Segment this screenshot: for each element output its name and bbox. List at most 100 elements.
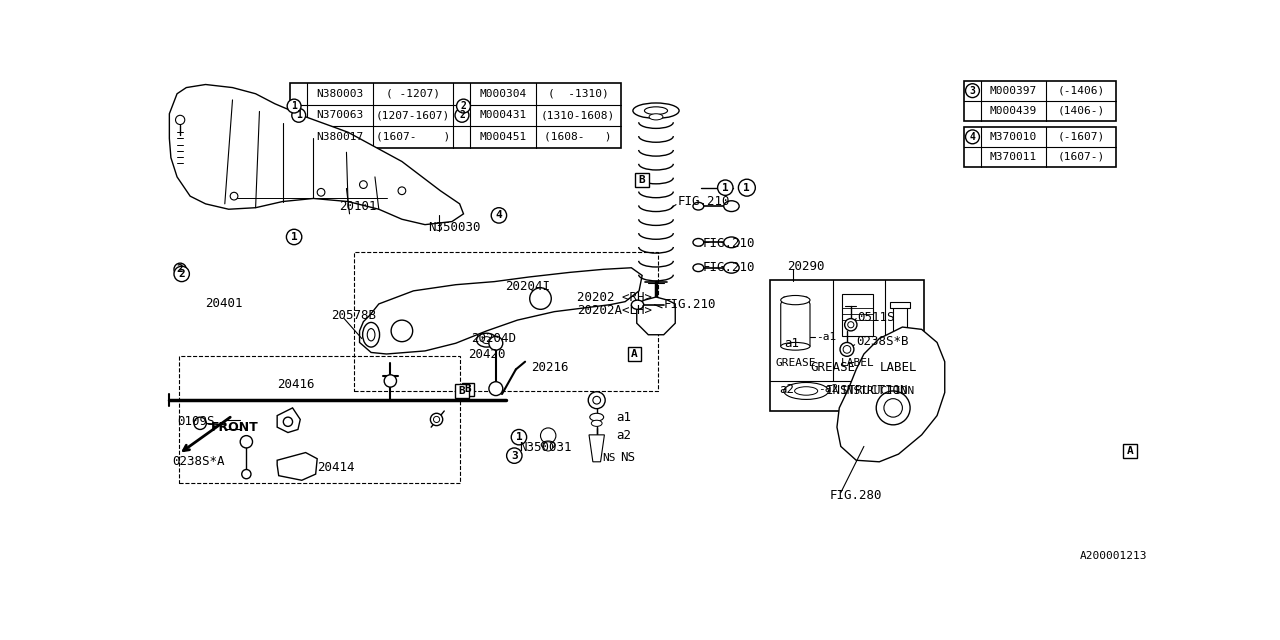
- Ellipse shape: [632, 103, 680, 118]
- Bar: [635, 173, 649, 187]
- Text: 1: 1: [291, 232, 297, 242]
- Ellipse shape: [541, 441, 556, 449]
- Text: B: B: [458, 386, 466, 396]
- Text: 2: 2: [461, 101, 466, 111]
- Circle shape: [287, 99, 301, 113]
- Text: 20101: 20101: [339, 200, 376, 212]
- Text: FIG.210: FIG.210: [703, 237, 755, 250]
- Text: 1: 1: [516, 432, 522, 442]
- Text: 0238S*B: 0238S*B: [856, 335, 909, 348]
- Circle shape: [507, 448, 522, 463]
- Circle shape: [360, 180, 367, 188]
- Polygon shape: [360, 268, 643, 354]
- Text: 20216: 20216: [531, 362, 568, 374]
- Circle shape: [847, 322, 854, 328]
- Circle shape: [589, 392, 605, 409]
- Text: M370010: M370010: [989, 132, 1037, 142]
- Text: 3: 3: [969, 86, 975, 95]
- Text: 1: 1: [296, 110, 302, 120]
- Text: M000397: M000397: [989, 86, 1037, 95]
- Circle shape: [398, 187, 406, 195]
- Text: LABEL: LABEL: [879, 362, 916, 374]
- Text: 20578B: 20578B: [332, 309, 376, 322]
- Circle shape: [174, 263, 187, 275]
- Ellipse shape: [631, 300, 644, 309]
- Text: (1207-1607): (1207-1607): [375, 110, 449, 120]
- Circle shape: [434, 417, 439, 422]
- Bar: [842, 294, 873, 336]
- Text: FIG.210: FIG.210: [677, 195, 730, 208]
- Text: (1607-    ): (1607- ): [375, 132, 449, 142]
- Circle shape: [457, 99, 471, 113]
- Text: (1607-): (1607-): [1057, 152, 1105, 162]
- Bar: [454, 384, 468, 398]
- Circle shape: [965, 84, 979, 97]
- Text: (-1607): (-1607): [1057, 132, 1105, 142]
- Text: 4: 4: [969, 132, 975, 142]
- Text: INSTRUCTION: INSTRUCTION: [826, 385, 908, 397]
- Ellipse shape: [718, 182, 732, 193]
- Circle shape: [884, 399, 902, 417]
- Ellipse shape: [476, 333, 497, 347]
- Polygon shape: [837, 327, 945, 462]
- Circle shape: [489, 381, 503, 396]
- Ellipse shape: [692, 239, 704, 246]
- Text: LABEL: LABEL: [841, 358, 874, 368]
- Polygon shape: [169, 84, 463, 225]
- Ellipse shape: [367, 328, 375, 341]
- Bar: [893, 304, 908, 342]
- Text: 3: 3: [511, 451, 517, 461]
- Bar: [355, 252, 658, 391]
- Ellipse shape: [649, 114, 663, 120]
- Circle shape: [292, 108, 306, 122]
- Text: FIG.210: FIG.210: [664, 298, 717, 311]
- Ellipse shape: [723, 201, 739, 212]
- Text: 20401: 20401: [206, 297, 243, 310]
- Polygon shape: [278, 408, 301, 433]
- Bar: [291, 83, 621, 148]
- Circle shape: [540, 428, 556, 444]
- Text: N350030: N350030: [428, 221, 480, 234]
- Text: B: B: [639, 175, 645, 185]
- Text: INSTRUCTION: INSTRUCTION: [841, 386, 915, 396]
- Circle shape: [965, 130, 979, 144]
- Circle shape: [317, 188, 325, 196]
- Text: 20416: 20416: [278, 378, 315, 391]
- Circle shape: [392, 320, 412, 342]
- Ellipse shape: [795, 387, 818, 395]
- Ellipse shape: [781, 342, 810, 350]
- Ellipse shape: [362, 323, 380, 347]
- Text: (  -1310): ( -1310): [548, 89, 608, 99]
- Circle shape: [845, 319, 858, 331]
- Circle shape: [718, 180, 733, 195]
- Ellipse shape: [783, 383, 828, 399]
- Ellipse shape: [781, 296, 810, 305]
- Circle shape: [195, 417, 206, 429]
- Circle shape: [511, 429, 526, 445]
- Circle shape: [283, 417, 293, 426]
- Text: 20202A<LH>: 20202A<LH>: [577, 305, 653, 317]
- Text: GREASE: GREASE: [776, 358, 815, 368]
- Circle shape: [230, 192, 238, 200]
- Ellipse shape: [723, 237, 739, 248]
- Text: M000431: M000431: [479, 110, 526, 120]
- Text: -a2: -a2: [818, 385, 838, 394]
- Circle shape: [430, 413, 443, 426]
- Text: NS: NS: [602, 453, 616, 463]
- Bar: [964, 81, 1116, 121]
- Text: N350031: N350031: [518, 442, 571, 454]
- Text: 2: 2: [460, 110, 465, 120]
- Text: NS: NS: [621, 451, 636, 463]
- Text: a1: a1: [616, 411, 631, 424]
- Bar: [179, 356, 460, 483]
- Text: 4: 4: [495, 211, 502, 220]
- Circle shape: [877, 391, 910, 425]
- Bar: [1124, 444, 1137, 458]
- Text: M000439: M000439: [989, 106, 1037, 116]
- Text: N380003: N380003: [316, 89, 364, 99]
- Ellipse shape: [591, 420, 602, 426]
- Bar: [627, 347, 641, 361]
- Text: 1: 1: [722, 182, 728, 193]
- Text: 1: 1: [291, 101, 297, 111]
- Circle shape: [544, 442, 553, 451]
